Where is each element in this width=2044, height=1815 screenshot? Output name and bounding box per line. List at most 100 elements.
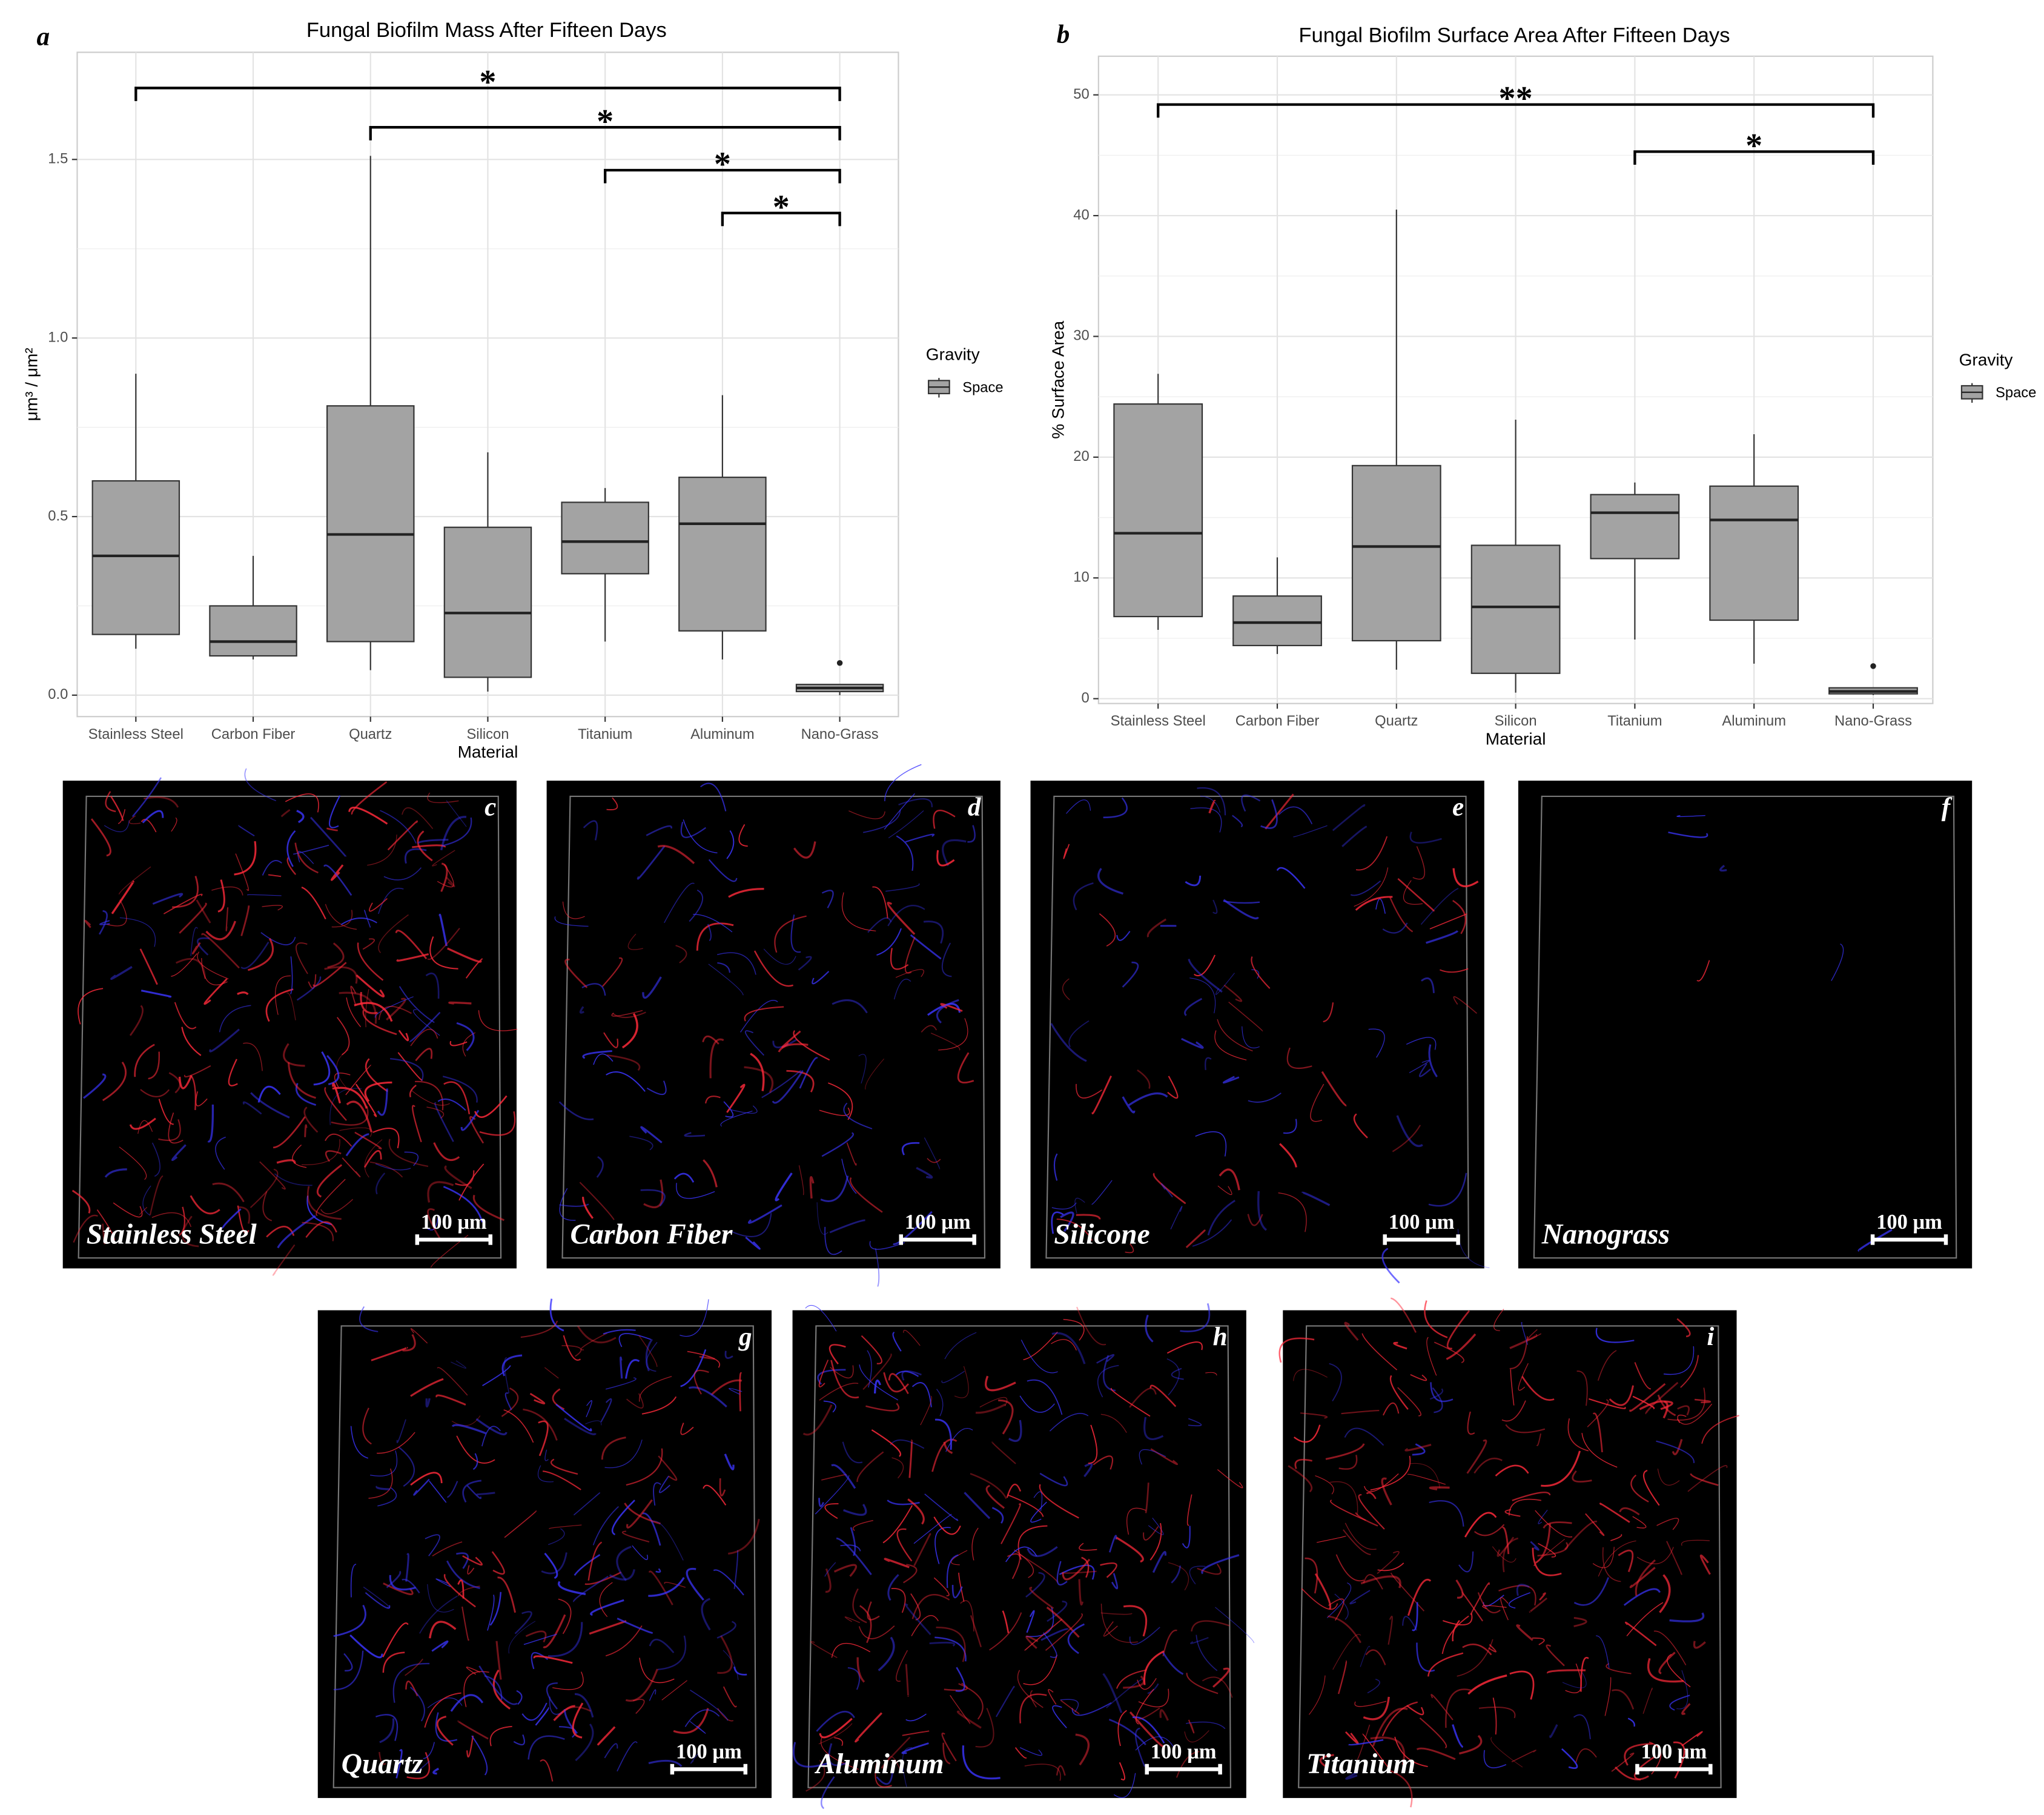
hypha xyxy=(332,1082,341,1104)
hypha xyxy=(1381,1477,1392,1506)
hypha xyxy=(624,1503,661,1525)
hypha xyxy=(858,1054,867,1084)
hypha xyxy=(659,1475,670,1493)
hypha xyxy=(414,1760,430,1773)
micrograph-frame xyxy=(561,795,986,1259)
hypha xyxy=(1145,1314,1154,1343)
hypha xyxy=(927,1158,941,1163)
significance-bracket xyxy=(1633,150,1875,165)
hypha xyxy=(1419,1717,1447,1749)
hypha xyxy=(1344,1522,1377,1550)
hypha xyxy=(902,1747,913,1787)
hypha xyxy=(354,1002,393,1022)
hypha xyxy=(396,1419,406,1444)
hypha xyxy=(687,1351,720,1368)
hypha xyxy=(1541,1450,1581,1487)
hypha xyxy=(190,1075,197,1111)
hypha xyxy=(1538,1542,1556,1558)
hypha xyxy=(449,1040,468,1046)
hypha xyxy=(389,1575,416,1591)
hypha xyxy=(1530,1541,1540,1551)
hypha xyxy=(1446,1333,1477,1360)
outlier xyxy=(1870,663,1876,669)
hypha xyxy=(1562,1672,1587,1688)
hypha xyxy=(1170,1206,1183,1230)
hypha xyxy=(326,1054,340,1085)
x-tick-label: Titanium xyxy=(1607,713,1662,729)
hypha xyxy=(1093,1455,1114,1470)
chart-title: Fungal Biofilm Surface Area After Fiftee… xyxy=(1298,24,1730,47)
hypha xyxy=(1051,1332,1086,1364)
hypha xyxy=(1470,1582,1490,1615)
hypha xyxy=(933,1577,950,1596)
hypha xyxy=(867,1601,880,1621)
hypha xyxy=(893,1211,933,1245)
hypha xyxy=(726,1083,746,1113)
hypha xyxy=(547,1528,565,1546)
legend-label: Space xyxy=(1996,385,2036,401)
hypha xyxy=(286,992,296,1020)
significance-label: * xyxy=(714,146,731,183)
hypha xyxy=(1214,1030,1247,1060)
hypha xyxy=(360,991,378,1014)
hypha xyxy=(1338,1660,1347,1694)
hypha xyxy=(395,930,428,960)
hypha xyxy=(648,1577,685,1597)
hypha xyxy=(1389,897,1414,933)
hypha xyxy=(417,839,449,844)
hypha xyxy=(411,1090,451,1106)
hypha xyxy=(1602,1547,1621,1582)
hypha xyxy=(739,1372,743,1412)
hypha xyxy=(1407,1579,1432,1616)
hypha xyxy=(1516,1624,1533,1641)
hypha xyxy=(1060,1699,1080,1714)
hypha xyxy=(1350,880,1381,896)
hypha xyxy=(816,1711,855,1732)
hypha xyxy=(440,862,448,892)
scale-bar-label: 100 μm xyxy=(1151,1740,1217,1763)
hypha xyxy=(819,1383,859,1401)
hypha xyxy=(606,1071,646,1092)
hypha xyxy=(131,777,162,818)
hypha xyxy=(174,1002,197,1030)
hypha xyxy=(885,883,920,892)
micrograph: d Carbon Fiber 100 μm xyxy=(546,764,1001,1287)
hypha xyxy=(415,1048,433,1062)
hypha xyxy=(484,1674,503,1701)
hypha xyxy=(1188,1719,1195,1734)
hypha xyxy=(1624,1621,1657,1647)
hypha xyxy=(649,1639,675,1653)
hypha xyxy=(1345,1771,1358,1780)
hypha xyxy=(653,1482,661,1506)
hypha xyxy=(386,1570,402,1589)
hypha xyxy=(190,927,198,956)
micrograph-label: Carbon Fiber xyxy=(570,1219,732,1251)
hypha xyxy=(690,1690,729,1721)
hypha xyxy=(259,1161,286,1190)
box xyxy=(326,405,415,643)
hypha xyxy=(901,1142,920,1155)
hypha xyxy=(1148,1518,1164,1535)
hypha xyxy=(1508,1498,1542,1516)
hypha xyxy=(1348,1739,1384,1746)
hypha xyxy=(427,1584,454,1613)
hypha xyxy=(1242,1026,1260,1048)
box xyxy=(443,526,532,678)
hypha xyxy=(574,1693,594,1718)
hypha xyxy=(1409,1060,1430,1073)
hypha xyxy=(979,1397,1008,1408)
hypha xyxy=(450,1694,484,1712)
hypha xyxy=(331,1106,369,1126)
hypha xyxy=(1190,1637,1209,1644)
hypha xyxy=(601,957,623,987)
hypha xyxy=(904,1603,931,1636)
hypha xyxy=(368,1468,393,1499)
hypha xyxy=(1241,794,1261,812)
hypha xyxy=(895,969,924,978)
hypha xyxy=(1512,1492,1551,1501)
hypha xyxy=(740,1000,778,1033)
hypha xyxy=(144,796,179,808)
hypha xyxy=(555,1403,592,1432)
hypha xyxy=(382,1651,405,1673)
